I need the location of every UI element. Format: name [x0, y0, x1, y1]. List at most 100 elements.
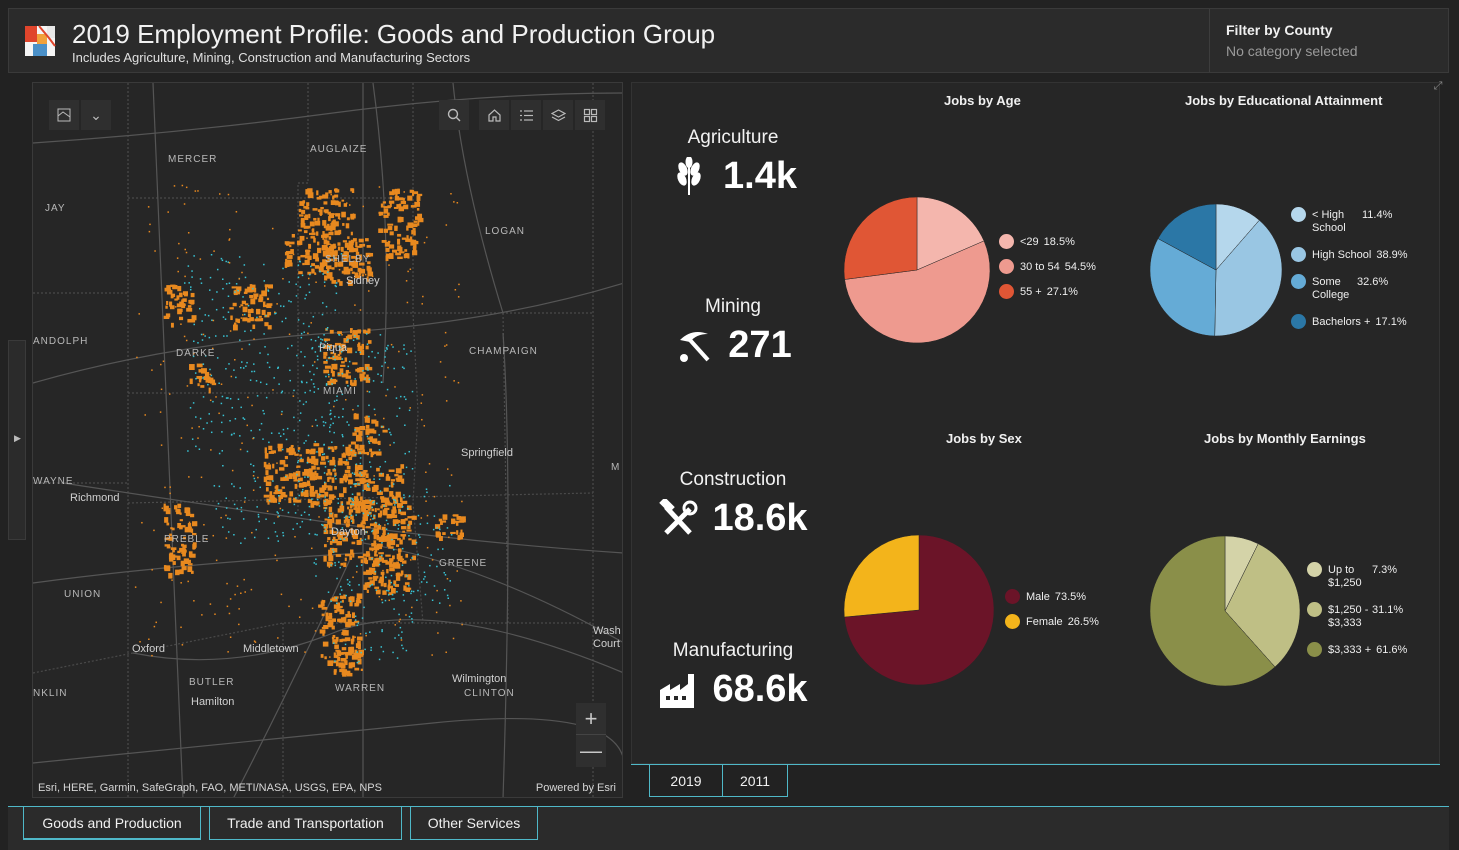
legend-swatch — [1005, 614, 1020, 629]
pie-chart-age[interactable] — [843, 196, 991, 344]
kpi-agriculture: Agriculture 1.4k — [633, 127, 833, 198]
grid-icon[interactable] — [575, 100, 605, 130]
legend-label: Female — [1026, 616, 1063, 628]
city-label: Middletown — [243, 643, 299, 655]
legend-label: $1,250 - $3,333 — [1328, 604, 1369, 629]
hammer-wrench-icon — [659, 498, 698, 535]
left-panel-toggle[interactable]: ▶ — [8, 340, 26, 540]
pie-slice[interactable] — [1149, 238, 1217, 337]
factory-icon — [660, 673, 695, 708]
legend-earnings: Up to $1,250 7.3% $1,250 - $3,333 31.1% $3… — [1307, 562, 1407, 669]
region-label: MIAMI — [323, 386, 357, 397]
basemap-toggle-icon[interactable] — [49, 100, 79, 130]
city-label: Wilmington — [452, 673, 507, 685]
region-label: SHELBY — [325, 254, 371, 265]
home-icon[interactable] — [479, 100, 509, 130]
legend-label: $3,333 + — [1328, 644, 1372, 656]
list-icon[interactable] — [511, 100, 541, 130]
legend-item[interactable]: Some College 32.6% — [1291, 274, 1408, 302]
legend-item[interactable]: Up to $1,250 7.3% — [1307, 562, 1407, 590]
region-label: NKLIN — [33, 688, 68, 699]
legend-swatch — [1307, 562, 1322, 577]
legend-label: Male — [1026, 591, 1050, 603]
legend-percent: 31.1% — [1372, 604, 1404, 616]
chevron-down-icon[interactable]: ⌄ — [81, 100, 111, 130]
pie-chart-earnings[interactable] — [1149, 535, 1301, 687]
tab-trade-and-transportation[interactable]: Trade and Transportation — [209, 807, 402, 840]
city-label: Sidney — [346, 275, 380, 287]
app-logo-icon — [25, 25, 56, 56]
legend-item[interactable]: High School 38.9% — [1291, 247, 1408, 262]
region-label: WAYNE — [33, 476, 74, 487]
pie-slice[interactable] — [1214, 219, 1283, 337]
kpi-value: 271 — [728, 324, 792, 366]
page-title: 2019 Employment Profile: Goods and Produ… — [72, 19, 716, 49]
legend-item[interactable]: 30 to 54 54.5% — [999, 259, 1096, 274]
chart-title-age: Jobs by Age — [944, 93, 1021, 108]
pie-slice[interactable] — [916, 196, 985, 271]
legend-percent: 26.5% — [1067, 616, 1099, 628]
tab-2019[interactable]: 2019 — [649, 765, 723, 797]
expand-icon[interactable]: ⤢ — [1433, 80, 1443, 92]
powered-by[interactable]: Powered by Esri — [535, 782, 616, 794]
tab-goods-and-production[interactable]: Goods and Production — [23, 807, 201, 840]
pie-slice[interactable] — [843, 534, 920, 618]
tab-2011[interactable]: 2011 — [722, 765, 788, 797]
legend-percent: 17.1% — [1375, 316, 1407, 328]
pie-slice[interactable] — [1149, 535, 1276, 687]
county-filter[interactable]: Filter by County No category selected — [1209, 9, 1449, 72]
pie-chart-education[interactable] — [1149, 203, 1283, 337]
map-attribution[interactable]: Esri, HERE, Garmin, SafeGraph, FAO, METI… — [38, 782, 382, 794]
city-label: Richmond — [70, 492, 120, 504]
legend-swatch — [1307, 642, 1322, 657]
zoom-in-button[interactable]: + — [576, 703, 606, 735]
map-canvas[interactable] — [33, 83, 623, 798]
city-label: Hamilton — [191, 696, 235, 708]
legend-item[interactable]: $1,250 - $3,333 31.1% — [1307, 602, 1407, 630]
legend-label: High School — [1312, 249, 1372, 261]
page-subtitle: Includes Agriculture, Mining, Constructi… — [72, 50, 471, 65]
legend-percent: 11.4% — [1362, 209, 1393, 221]
app-header: 2019 Employment Profile: Goods and Produ… — [8, 8, 1449, 73]
region-label: PREBLE — [164, 534, 210, 545]
dashboard-panel — [631, 82, 1440, 764]
legend-swatch — [1291, 207, 1306, 222]
region-label: AUGLAIZE — [310, 144, 368, 155]
city-label: Dayton — [331, 526, 366, 538]
city-label: Wash Court — [593, 625, 621, 650]
legend-item[interactable]: Male 73.5% — [1005, 589, 1099, 604]
legend-label: Bachelors + — [1312, 316, 1371, 328]
map-view[interactable]: ⌄ MERCER AUGLAIZE JAY LOGAN SHELBY ANDOL… — [32, 82, 623, 798]
legend-label: Up to $1,250 — [1328, 564, 1362, 589]
kpi-construction: Construction 18.6k — [633, 469, 833, 540]
legend-item[interactable]: Female 26.5% — [1005, 614, 1099, 629]
legend-item[interactable]: Bachelors + 17.1% — [1291, 314, 1408, 329]
tab-other-services[interactable]: Other Services — [410, 807, 538, 840]
legend-label: <29 — [1020, 236, 1039, 248]
region-label: LOGAN — [485, 226, 526, 237]
search-icon[interactable] — [439, 100, 469, 130]
legend-swatch — [1291, 274, 1306, 289]
legend-swatch — [999, 234, 1014, 249]
zoom-control[interactable]: + — — [576, 703, 606, 767]
pie-chart-sex[interactable] — [843, 534, 995, 686]
pie-slice[interactable] — [1224, 543, 1301, 668]
legend-item[interactable]: 55 + 27.1% — [999, 284, 1096, 299]
legend-percent: 32.6% — [1357, 276, 1389, 288]
region-label: WARREN — [335, 683, 386, 694]
legend-swatch — [999, 259, 1014, 274]
filter-value[interactable]: No category selected — [1226, 43, 1358, 59]
region-label: M — [611, 462, 621, 473]
layers-icon[interactable] — [543, 100, 573, 130]
region-label: ANDOLPH — [33, 336, 89, 347]
legend-item[interactable]: $3,333 + 61.6% — [1307, 642, 1407, 657]
zoom-out-button[interactable]: — — [580, 738, 602, 763]
region-label: MERCER — [168, 154, 218, 165]
filter-label: Filter by County — [1226, 22, 1333, 38]
legend-item[interactable]: < High School 11.4% — [1291, 207, 1408, 235]
pie-slice[interactable] — [1157, 203, 1217, 271]
pie-slice[interactable] — [843, 196, 918, 280]
legend-item[interactable]: <29 18.5% — [999, 234, 1096, 249]
legend-swatch — [1291, 314, 1306, 329]
pie-slice[interactable] — [844, 240, 991, 344]
